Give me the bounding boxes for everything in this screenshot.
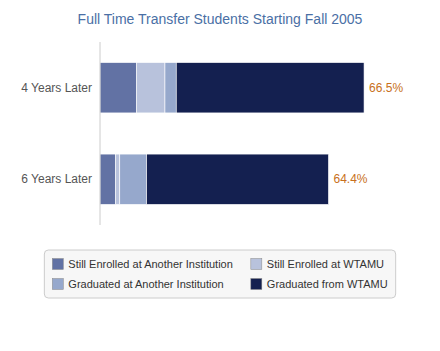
legend-label: Still Enrolled at Another Institution (68, 258, 232, 270)
legend-frame (44, 250, 395, 298)
bar-segment (120, 154, 147, 204)
legend-swatch (251, 279, 262, 290)
data-label: 64.4% (333, 172, 367, 186)
bars (100, 63, 364, 205)
bar-segment (147, 154, 329, 204)
legend-swatch (52, 279, 63, 290)
y-tick-label: 6 Years Later (21, 172, 92, 186)
y-axis-line (100, 42, 101, 225)
legend-swatch (52, 259, 63, 270)
bar-segment (100, 154, 116, 204)
chart: Full Time Transfer Students Starting Fal… (0, 0, 440, 351)
bar-segment (100, 63, 137, 113)
y-tick-label: 4 Years Later (21, 81, 92, 95)
legend-label: Graduated at Another Institution (68, 278, 223, 290)
legend-label: Graduated from WTAMU (267, 278, 388, 290)
bar-segment (176, 63, 364, 113)
bar-segment (137, 63, 165, 113)
legend-swatch (251, 259, 262, 270)
bar-segment (165, 63, 176, 113)
legend-label: Still Enrolled at WTAMU (267, 258, 384, 270)
bar-segment (116, 154, 120, 204)
data-label: 66.5% (369, 81, 403, 95)
title: Full Time Transfer Students Starting Fal… (78, 11, 363, 27)
legend: Still Enrolled at Another Institution Sti… (44, 250, 395, 298)
